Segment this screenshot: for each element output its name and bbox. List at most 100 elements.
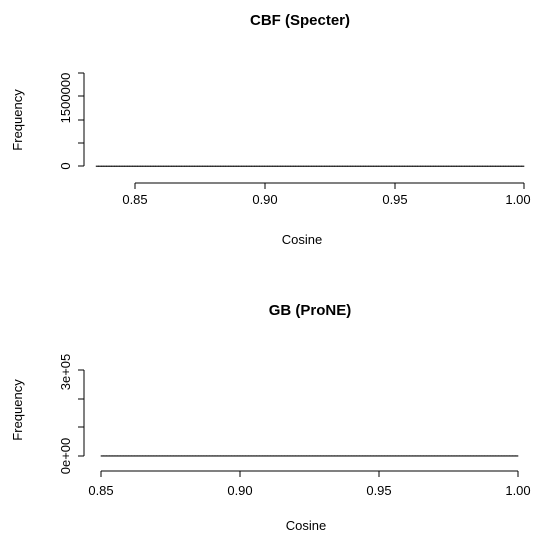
y-tick-label: 0e+00 xyxy=(58,438,73,475)
histogram-bar xyxy=(100,455,105,457)
histogram-bar xyxy=(478,455,483,457)
histogram-bar xyxy=(136,455,141,457)
histogram-bar xyxy=(464,455,469,457)
histogram-bar xyxy=(334,165,338,167)
histogram-bar xyxy=(438,165,442,167)
histogram-bar xyxy=(212,165,216,167)
histogram-bar xyxy=(261,455,266,457)
histogram-bar xyxy=(350,455,355,457)
histogram-bar xyxy=(95,165,99,167)
histogram-bar xyxy=(114,455,118,457)
histogram-bar xyxy=(207,165,211,167)
histogram-bar xyxy=(417,455,422,457)
histogram-bar xyxy=(373,165,377,167)
histogram-bar xyxy=(484,455,488,457)
histogram-bar xyxy=(235,165,240,167)
histogram-bar xyxy=(311,165,315,167)
histogram-bar xyxy=(305,165,310,167)
histogram-bar xyxy=(445,165,450,167)
histogram-bar xyxy=(373,455,377,457)
histogram-bar xyxy=(443,165,447,167)
histogram-bar xyxy=(289,455,294,457)
histogram-bar xyxy=(222,165,227,167)
histogram-bar xyxy=(521,165,525,167)
histogram-bar xyxy=(147,165,151,167)
histogram-bar xyxy=(266,165,271,167)
histogram-bar xyxy=(323,455,327,457)
histogram-bar xyxy=(404,165,408,167)
histogram-bar xyxy=(481,455,485,457)
histogram-bar xyxy=(448,165,452,167)
histogram-bar xyxy=(196,165,201,167)
histogram-bar xyxy=(172,455,177,457)
histogram-bar xyxy=(277,165,281,167)
histogram-bar xyxy=(204,165,208,167)
histogram-bar xyxy=(145,455,149,457)
histogram-bar xyxy=(399,165,403,167)
histogram-bars xyxy=(100,455,519,457)
histogram-bar xyxy=(159,455,163,457)
histogram-bar xyxy=(362,165,367,167)
histogram-bar xyxy=(236,455,241,457)
histogram-bar xyxy=(456,455,460,457)
histogram-bar xyxy=(365,165,369,167)
histogram-bar xyxy=(311,455,316,457)
histogram-bar xyxy=(339,455,344,457)
x-axis: 0.85 0.90 0.95 1.00 xyxy=(122,182,531,207)
histogram-bar xyxy=(129,165,133,167)
histogram-bar xyxy=(342,455,346,457)
histogram-bar xyxy=(199,165,203,167)
histogram-bar xyxy=(139,455,143,457)
histogram-bar xyxy=(325,455,330,457)
histogram-bar xyxy=(290,165,294,167)
histogram-bar xyxy=(474,165,478,167)
histogram-bar xyxy=(482,165,486,167)
histogram-bar xyxy=(423,455,427,457)
histogram-bar xyxy=(384,455,388,457)
histogram-bar xyxy=(156,455,160,457)
histogram-bar xyxy=(270,455,274,457)
histogram-bar xyxy=(328,455,333,457)
histogram-bar xyxy=(342,165,346,167)
histogram-bar xyxy=(281,455,285,457)
histogram-bar xyxy=(309,455,313,457)
histogram-bar xyxy=(344,165,348,167)
histogram-bar xyxy=(383,165,387,167)
histogram-bar xyxy=(326,165,330,167)
x-tick-label: 0.90 xyxy=(252,192,277,207)
histogram-bar xyxy=(184,455,188,457)
histogram-bar xyxy=(223,455,227,457)
histogram-bar xyxy=(253,455,257,457)
histogram-bar xyxy=(386,165,390,167)
histogram-bar xyxy=(467,455,472,457)
histogram-bar xyxy=(300,455,305,457)
histogram-bar xyxy=(158,165,162,167)
histogram-bar xyxy=(462,455,466,457)
histogram-bar xyxy=(514,455,519,457)
histogram-bar xyxy=(422,165,426,167)
histogram-bar xyxy=(389,455,394,457)
histogram-bar xyxy=(284,455,288,457)
histogram-bar xyxy=(339,165,343,167)
histogram-bar xyxy=(353,455,358,457)
histogram-bar xyxy=(121,165,125,167)
histogram-bar xyxy=(292,455,296,457)
histogram-bar xyxy=(113,165,118,167)
histogram-bar xyxy=(298,165,302,167)
histogram-bar xyxy=(167,455,171,457)
y-axis: 0 1500000 xyxy=(58,72,85,170)
histogram-bar xyxy=(131,455,135,457)
histogram-bar xyxy=(176,165,180,167)
histogram-bar xyxy=(513,165,517,167)
histogram-bar xyxy=(412,165,416,167)
histogram-bar xyxy=(375,455,380,457)
histogram-bar xyxy=(502,165,507,167)
histogram-bar xyxy=(487,165,491,167)
histogram-bar xyxy=(165,165,170,167)
x-axis: 0.85 0.90 0.95 1.00 xyxy=(88,470,531,498)
histogram-bar xyxy=(466,165,470,167)
histogram-bar xyxy=(355,165,359,167)
histogram-bar xyxy=(430,165,434,167)
histogram-bar xyxy=(275,455,280,457)
histogram-bar xyxy=(203,455,207,457)
